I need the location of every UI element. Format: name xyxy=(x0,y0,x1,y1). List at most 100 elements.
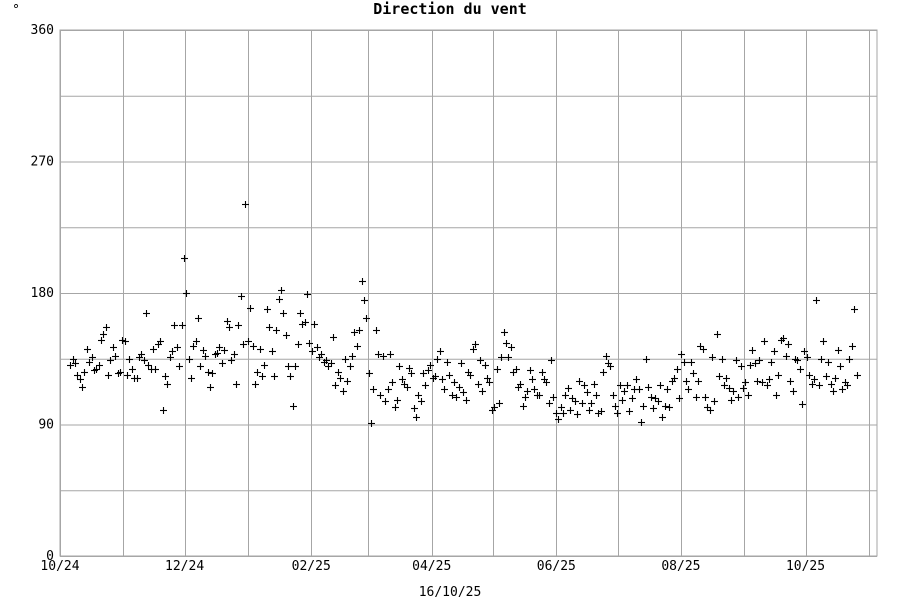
data-point xyxy=(761,338,768,345)
data-point xyxy=(498,354,505,361)
data-point xyxy=(242,201,249,208)
data-point xyxy=(837,363,844,370)
data-point xyxy=(818,356,825,363)
data-point xyxy=(349,353,356,360)
data-point xyxy=(846,356,853,363)
data-point xyxy=(721,382,728,389)
data-point xyxy=(716,373,723,380)
data-point xyxy=(449,392,456,399)
data-point xyxy=(676,395,683,402)
data-point xyxy=(650,405,657,412)
data-point xyxy=(844,382,851,389)
data-point xyxy=(162,373,169,380)
y-axis: 0 90 180 270 360 xyxy=(31,23,54,564)
x-tick-label: 10/24 xyxy=(40,559,79,574)
data-point xyxy=(851,306,858,313)
data-point xyxy=(70,356,77,363)
data-point xyxy=(645,384,652,391)
data-point xyxy=(195,315,202,322)
data-point xyxy=(768,359,775,366)
data-point xyxy=(711,398,718,405)
data-point xyxy=(735,394,742,401)
data-point xyxy=(420,370,427,377)
data-point xyxy=(373,327,380,334)
data-point xyxy=(697,343,704,350)
data-point xyxy=(432,373,439,380)
data-point xyxy=(261,362,268,369)
data-point xyxy=(584,389,591,396)
data-point xyxy=(401,381,408,388)
data-point xyxy=(726,385,733,392)
data-point xyxy=(122,338,129,345)
data-point xyxy=(728,397,735,404)
data-point xyxy=(790,388,797,395)
data-point xyxy=(219,360,226,367)
x-tick-label: 10/25 xyxy=(786,559,825,574)
data-point xyxy=(550,394,557,401)
data-point xyxy=(387,351,394,358)
data-point xyxy=(828,381,835,388)
data-point xyxy=(787,378,794,385)
data-point xyxy=(555,416,562,423)
data-point xyxy=(209,370,216,377)
data-point xyxy=(124,372,131,379)
data-point xyxy=(169,348,176,355)
data-point xyxy=(738,363,745,370)
data-point xyxy=(501,329,508,336)
data-point xyxy=(266,324,273,331)
data-point xyxy=(472,341,479,348)
data-point xyxy=(205,369,212,376)
data-point xyxy=(79,384,86,391)
data-point xyxy=(233,381,240,388)
x-tick-label: 06/25 xyxy=(537,559,576,574)
data-point xyxy=(444,359,451,366)
data-point xyxy=(411,405,418,412)
data-point xyxy=(562,392,569,399)
data-point xyxy=(332,382,339,389)
data-point xyxy=(309,348,316,355)
data-point xyxy=(396,363,403,370)
data-point xyxy=(565,385,572,392)
data-point xyxy=(394,397,401,404)
plot-frame xyxy=(59,29,878,557)
data-point xyxy=(754,378,761,385)
data-point xyxy=(813,297,820,304)
data-point xyxy=(380,353,387,360)
data-point xyxy=(408,370,415,377)
data-point xyxy=(330,334,337,341)
data-point xyxy=(413,414,420,421)
data-point xyxy=(96,362,103,369)
data-point xyxy=(425,367,432,374)
data-point xyxy=(598,408,605,415)
data-point xyxy=(207,384,214,391)
data-point xyxy=(89,354,96,361)
data-point xyxy=(484,375,491,382)
data-point xyxy=(678,351,685,358)
data-point xyxy=(543,379,550,386)
data-point xyxy=(103,324,110,331)
data-point xyxy=(451,379,458,386)
data-point xyxy=(510,369,517,376)
data-point xyxy=(783,353,790,360)
data-point xyxy=(342,356,349,363)
y-tick-label: 180 xyxy=(31,286,54,301)
data-point xyxy=(531,386,538,393)
data-point xyxy=(67,362,74,369)
data-point xyxy=(276,296,283,303)
data-point xyxy=(816,382,823,389)
data-point xyxy=(756,357,763,364)
data-point xyxy=(522,394,529,401)
data-point xyxy=(825,359,832,366)
data-point xyxy=(190,343,197,350)
data-point xyxy=(200,347,207,354)
x-tick-label: 04/25 xyxy=(412,559,451,574)
data-point xyxy=(685,386,692,393)
data-point xyxy=(505,354,512,361)
x-tick-label: 08/25 xyxy=(661,559,700,574)
data-point xyxy=(693,394,700,401)
data-point xyxy=(437,348,444,355)
data-point xyxy=(269,348,276,355)
data-point xyxy=(271,373,278,380)
data-point xyxy=(366,370,373,377)
